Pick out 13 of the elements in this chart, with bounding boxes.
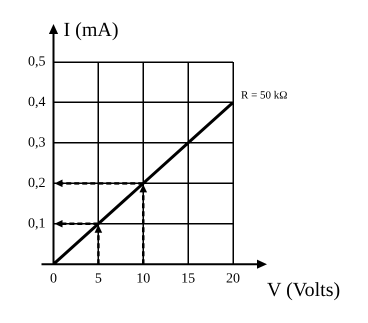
y-tick-label: 0,4 bbox=[28, 95, 46, 110]
y-tick-label: 0,1 bbox=[28, 216, 46, 232]
y-tick-label: 0,2 bbox=[28, 176, 46, 191]
y-tick-label: 0,5 bbox=[28, 54, 46, 70]
annotation: R = 50 kΩ bbox=[241, 89, 288, 102]
x-tick-label: 20 bbox=[226, 271, 240, 286]
x-tick-label: 5 bbox=[94, 271, 102, 286]
x-tick-label: 10 bbox=[136, 271, 150, 286]
x-axis-title: V (Volts) bbox=[267, 279, 340, 302]
y-tick-label: 0,3 bbox=[28, 136, 46, 151]
y-axis-title: I (mA) bbox=[64, 19, 118, 41]
x-tick-label: 15 bbox=[181, 271, 196, 286]
x-tick-label: 0 bbox=[50, 271, 57, 286]
